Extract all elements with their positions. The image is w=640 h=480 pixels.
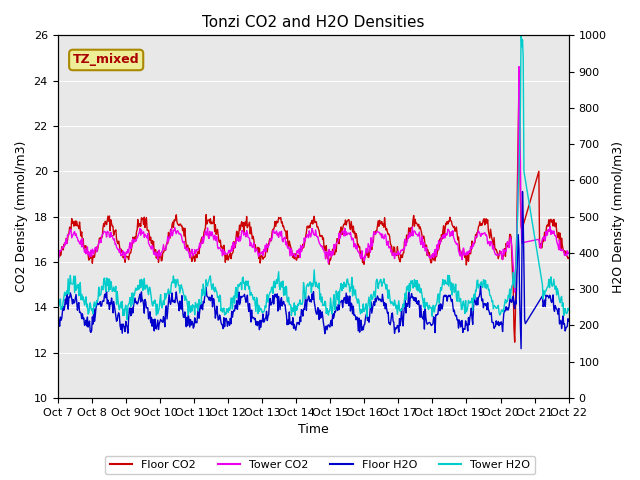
Floor CO2: [511, 339, 518, 345]
Floor CO2: [390, 244, 397, 250]
Floor H2O: [168, 298, 175, 304]
Tower H2O: [124, 317, 131, 323]
Tower H2O: [517, 27, 525, 33]
Tower CO2: [515, 64, 523, 70]
Tower H2O: [63, 288, 70, 294]
Floor H2O: [54, 318, 61, 324]
Tower CO2: [375, 229, 383, 235]
Tower H2O: [54, 312, 61, 317]
Tower H2O: [376, 279, 383, 285]
Line: Floor CO2: Floor CO2: [58, 84, 569, 342]
Tower CO2: [565, 250, 573, 255]
Legend: Floor CO2, Tower CO2, Floor H2O, Tower H2O: Floor CO2, Tower CO2, Floor H2O, Tower H…: [105, 456, 535, 474]
Tower H2O: [116, 307, 124, 312]
Tower CO2: [511, 289, 518, 295]
Tower CO2: [390, 250, 397, 256]
Floor CO2: [63, 240, 70, 246]
Floor H2O: [518, 189, 526, 194]
Tower CO2: [63, 241, 70, 247]
X-axis label: Time: Time: [298, 423, 328, 436]
Tower H2O: [390, 297, 398, 303]
Floor H2O: [565, 318, 573, 324]
Tower H2O: [168, 279, 176, 285]
Floor H2O: [517, 346, 525, 351]
Floor CO2: [515, 81, 523, 86]
Tower CO2: [195, 247, 202, 253]
Tower H2O: [195, 297, 203, 302]
Tower H2O: [565, 307, 573, 313]
Title: Tonzi CO2 and H2O Densities: Tonzi CO2 and H2O Densities: [202, 15, 424, 30]
Floor H2O: [195, 303, 202, 309]
Floor CO2: [565, 255, 573, 261]
Y-axis label: CO2 Density (mmol/m3): CO2 Density (mmol/m3): [15, 141, 28, 292]
Y-axis label: H2O Density (mmol/m3): H2O Density (mmol/m3): [612, 141, 625, 293]
Tower CO2: [168, 226, 175, 231]
Line: Tower H2O: Tower H2O: [58, 30, 569, 320]
Tower CO2: [54, 251, 61, 257]
Floor H2O: [63, 289, 70, 295]
Floor CO2: [54, 253, 61, 259]
Floor CO2: [116, 242, 124, 248]
Line: Tower CO2: Tower CO2: [58, 67, 569, 292]
Tower CO2: [116, 250, 124, 255]
Floor CO2: [195, 249, 202, 254]
Floor H2O: [116, 312, 124, 318]
Text: TZ_mixed: TZ_mixed: [73, 53, 140, 66]
Floor CO2: [168, 230, 175, 236]
Floor H2O: [375, 297, 383, 303]
Floor CO2: [375, 223, 383, 229]
Line: Floor H2O: Floor H2O: [58, 192, 569, 348]
Floor H2O: [390, 320, 397, 325]
